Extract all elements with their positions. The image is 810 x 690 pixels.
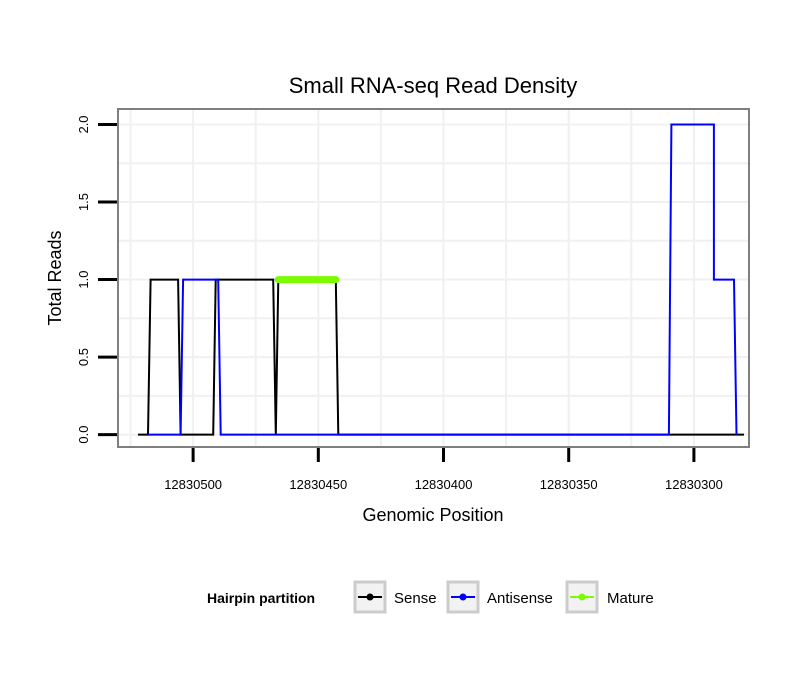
y-tick-label: 0.5 <box>76 348 91 366</box>
x-tick-label: 12830400 <box>415 477 473 492</box>
x-tick-label: 12830500 <box>164 477 222 492</box>
y-tick-label: 2.0 <box>76 115 91 133</box>
grid <box>118 109 749 447</box>
x-tick-label: 12830450 <box>289 477 347 492</box>
plot-panel <box>117 108 750 448</box>
y-axis-label: Total Reads <box>45 230 65 325</box>
y-tick-label: 0.0 <box>76 426 91 444</box>
y-tick-label: 1.0 <box>76 271 91 289</box>
legend-label-antisense: Antisense <box>487 590 553 607</box>
y-tick-label: 1.5 <box>76 193 91 211</box>
x-tick-label: 12830350 <box>540 477 598 492</box>
x-tick-label: 12830300 <box>665 477 723 492</box>
axes: 12830500 12830450 12830400 12830350 12830300… <box>76 115 723 492</box>
x-axis-label: Genomic Position <box>362 505 503 525</box>
series-layer <box>138 123 744 436</box>
legend: Hairpin partition Sense Antisense Mature <box>207 580 654 614</box>
chart-title: Small RNA-seq Read Density <box>289 73 578 98</box>
series-line-antisense <box>148 123 738 436</box>
legend-dot-mature <box>578 593 586 601</box>
legend-dot-sense <box>366 593 374 601</box>
legend-label-sense: Sense <box>394 590 437 607</box>
legend-dot-antisense <box>459 593 467 601</box>
legend-label-mature: Mature <box>607 590 654 607</box>
legend-title: Hairpin partition <box>207 590 315 606</box>
